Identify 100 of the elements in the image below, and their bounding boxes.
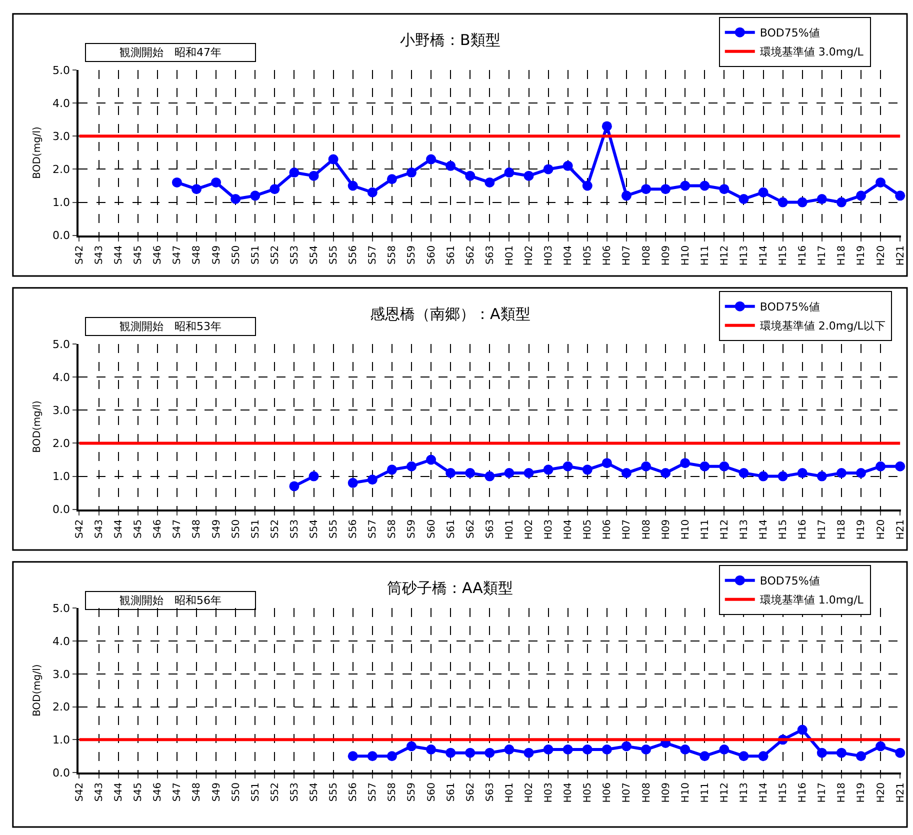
point — [660, 468, 671, 478]
x-tick-label: H02 — [524, 245, 535, 266]
x-tick-label: H04 — [563, 782, 574, 803]
point — [816, 471, 827, 482]
x-tick-label: S59 — [406, 519, 418, 538]
point — [719, 184, 730, 194]
x-tick-label: H03 — [544, 519, 555, 540]
point — [895, 190, 906, 201]
x-tick-label: H04 — [563, 245, 574, 266]
x-tick-label: H21 — [895, 782, 906, 803]
x-tick-label: S50 — [230, 245, 242, 264]
x-tick-label: S61 — [446, 782, 457, 802]
x-tick-label: S58 — [387, 782, 398, 802]
point — [446, 748, 456, 758]
point — [758, 751, 768, 762]
point — [426, 154, 436, 164]
text: 観測開始 昭和56年 — [120, 594, 222, 607]
x-tick-label: S60 — [426, 245, 438, 264]
x-tick-label: H19 — [856, 782, 868, 803]
x-tick-label: H11 — [700, 245, 711, 266]
point — [367, 474, 378, 485]
x-tick-label: H05 — [582, 782, 594, 803]
legend-label: 環境基準値 2.0mg/L以下 — [760, 320, 886, 333]
point — [562, 744, 573, 755]
x-tick-label: S45 — [133, 519, 144, 538]
x-tick-label: S49 — [211, 782, 222, 802]
x-tick-label: S47 — [172, 519, 184, 538]
x-tick-label: S50 — [230, 782, 242, 802]
y-axis-title: BOD(mg/l) — [32, 400, 44, 453]
x-tick-label: H11 — [700, 782, 711, 803]
point — [816, 194, 827, 204]
x-tick-label: S42 — [74, 245, 86, 264]
point — [465, 468, 476, 478]
x-tick-label: H07 — [622, 782, 633, 803]
x-tick-label: S44 — [114, 245, 125, 264]
y-tick-label: 5.0 — [52, 64, 70, 77]
x-tick-label: S57 — [368, 782, 379, 802]
point — [680, 180, 690, 191]
x-tick-label: H11 — [700, 519, 711, 540]
text: 観測開始 昭和53年 — [120, 320, 222, 333]
point — [543, 464, 554, 475]
x-tick-label: H08 — [641, 519, 652, 540]
x-tick-label: S46 — [152, 519, 164, 538]
point — [270, 184, 280, 194]
x-tick-label: H07 — [622, 519, 633, 540]
y-tick-label: 1.0 — [52, 734, 70, 747]
x-tick-label: S56 — [348, 782, 360, 802]
x-tick-label: H14 — [758, 245, 770, 266]
x-tick-label: H06 — [602, 519, 614, 540]
x-tick-label: S52 — [270, 519, 281, 538]
point — [836, 468, 846, 478]
point — [758, 187, 768, 198]
y-tick-label: 4.0 — [52, 96, 70, 110]
point — [621, 468, 632, 478]
x-tick-label: S55 — [328, 782, 340, 802]
x-tick-label: H16 — [798, 782, 809, 803]
point — [876, 741, 886, 752]
x-tick-label: H10 — [680, 245, 692, 266]
x-tick-label: S58 — [387, 519, 398, 538]
point — [446, 468, 456, 478]
x-tick-label: S63 — [484, 519, 496, 538]
x-tick-label: S61 — [446, 245, 457, 264]
x-tick-label: H18 — [836, 245, 848, 266]
point — [386, 751, 397, 762]
point — [524, 748, 534, 758]
x-tick-label: H12 — [719, 519, 730, 540]
legend-label: BOD75%値 — [760, 574, 820, 588]
point — [876, 177, 886, 188]
point — [797, 724, 808, 735]
point — [426, 454, 436, 465]
text: 観測開始 昭和47年 — [120, 46, 222, 59]
x-tick-label: S51 — [250, 519, 262, 538]
point — [367, 751, 378, 762]
point — [641, 184, 652, 194]
point — [289, 168, 300, 178]
point — [641, 461, 652, 472]
point — [172, 177, 182, 188]
point — [562, 160, 573, 171]
x-tick-label: S54 — [309, 245, 320, 264]
x-tick-label: S55 — [328, 519, 340, 538]
point — [856, 190, 866, 201]
point — [484, 748, 495, 758]
x-tick-label: H06 — [602, 245, 614, 266]
point — [836, 197, 846, 208]
point — [738, 194, 749, 204]
point — [289, 481, 300, 492]
point — [700, 751, 710, 762]
point — [367, 187, 378, 198]
y-axis-title: BOD(mg/l) — [32, 664, 44, 716]
x-tick-label: H10 — [680, 782, 692, 803]
point — [680, 744, 690, 755]
x-tick-label: H14 — [758, 782, 770, 803]
point — [230, 194, 241, 204]
x-tick-label: S44 — [114, 519, 125, 538]
x-tick-label: S56 — [348, 519, 360, 538]
x-tick-label: S48 — [192, 519, 203, 538]
point — [446, 160, 456, 171]
x-tick-label: S62 — [465, 245, 476, 264]
x-tick-label: S49 — [211, 245, 222, 264]
x-tick-label: H18 — [836, 782, 848, 803]
